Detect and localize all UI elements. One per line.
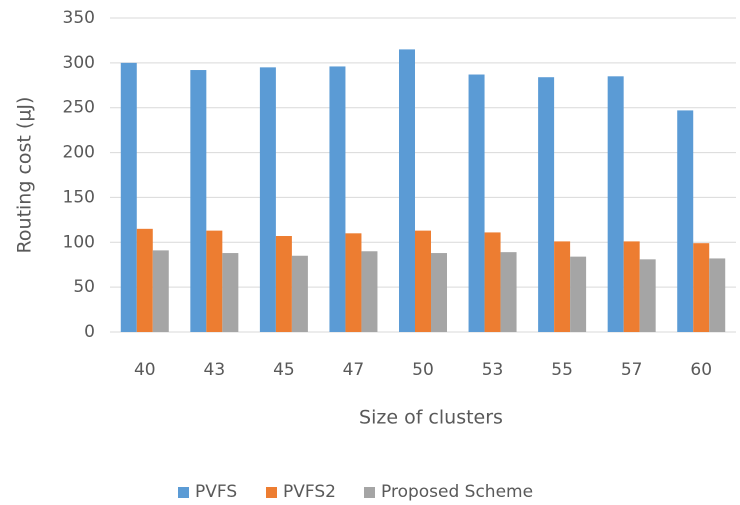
legend-label: PVFS: [195, 482, 237, 502]
bar: [345, 233, 362, 332]
x-axis-label: Size of clusters: [359, 407, 503, 429]
bar: [206, 230, 223, 332]
bar: [120, 62, 137, 332]
bar: [677, 110, 694, 332]
bar: [554, 241, 571, 332]
bar: [570, 256, 587, 332]
x-tick-label: 55: [551, 360, 573, 380]
x-tick-label: 50: [412, 360, 434, 380]
bar: [709, 258, 726, 332]
bar: [361, 251, 378, 332]
bar: [329, 66, 346, 333]
bar: [607, 76, 624, 332]
y-tick-label: 250: [63, 98, 95, 118]
bar: [468, 74, 485, 333]
legend-label: PVFS2: [283, 482, 336, 502]
x-tick-label: 57: [621, 360, 643, 380]
y-tick-label: 50: [73, 277, 95, 297]
y-tick-label: 100: [63, 232, 95, 252]
x-tick-label: 60: [690, 360, 712, 380]
x-tick-label: 53: [482, 360, 504, 380]
bar: [136, 228, 153, 332]
legend-swatch: [364, 487, 375, 498]
legend-label: Proposed Scheme: [381, 482, 533, 502]
y-tick-label: 150: [63, 187, 95, 207]
x-tick-label: 45: [273, 360, 295, 380]
bar: [152, 250, 169, 332]
bar: [431, 253, 447, 332]
bar: [291, 255, 308, 332]
bar: [623, 241, 640, 332]
bar: [484, 232, 501, 332]
bar: [399, 49, 415, 333]
y-tick-label: 350: [63, 8, 95, 28]
bar: [190, 70, 207, 332]
bar: [693, 243, 710, 332]
bar: [275, 236, 292, 332]
x-tick-label: 43: [204, 360, 226, 380]
y-tick-label: 200: [63, 143, 95, 163]
y-tick-label: 0: [84, 322, 95, 342]
bar: [222, 253, 239, 332]
bar: [538, 77, 555, 332]
y-tick-label: 300: [63, 53, 95, 73]
x-tick-label: 47: [343, 360, 365, 380]
legend-swatch: [178, 487, 189, 498]
x-tick-label: 40: [134, 360, 156, 380]
bar: [259, 67, 276, 332]
bar: [500, 252, 517, 332]
legend-swatch: [266, 487, 277, 498]
bar: [415, 230, 431, 332]
bar: [639, 259, 656, 332]
y-axis-label: Routing cost (µJ): [14, 97, 36, 254]
